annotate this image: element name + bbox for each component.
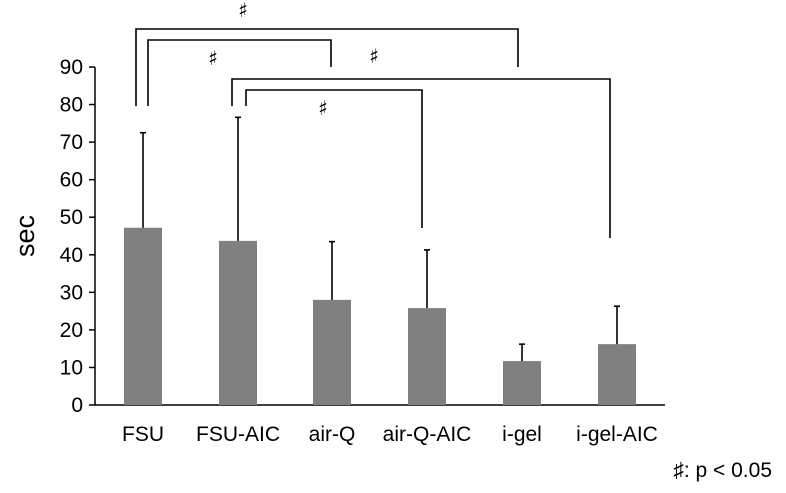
significance-marker: ♯ — [369, 44, 379, 68]
y-tick-label: 0 — [71, 394, 83, 417]
x-category-label: FSU — [122, 423, 164, 446]
y-tick-label: 10 — [60, 356, 83, 379]
y-tick-label: 80 — [60, 94, 83, 117]
y-tick-label: 40 — [60, 244, 83, 267]
axes: 0 10 20 30 40 50 60 70 80 90 — [60, 56, 665, 417]
x-category-label: i-gel-AIC — [576, 423, 658, 446]
significance-marker: ♯ — [238, 0, 248, 22]
bars: FSU FSU-AIC air-Q air-Q-AIC i-gel i-gel-AIC — [122, 116, 658, 446]
bar-i-gel-aic — [598, 344, 636, 405]
y-axis-label: sec — [10, 215, 40, 257]
x-category-label: air-Q — [309, 423, 356, 446]
bar-fsu-aic — [219, 240, 257, 405]
x-category-label: FSU-AIC — [196, 423, 280, 446]
y-tick-label: 50 — [60, 206, 83, 229]
x-category-label: air-Q-AIC — [383, 423, 472, 446]
bar-air-q-aic — [408, 308, 446, 405]
y-tick-label: 70 — [60, 131, 83, 154]
y-tick-label: 30 — [60, 281, 83, 304]
bar-fsu — [124, 227, 162, 405]
bar-i-gel — [503, 361, 541, 405]
significance-bracket — [245, 89, 423, 228]
bar-air-q — [313, 299, 351, 405]
significance-marker: ♯ — [208, 46, 218, 70]
y-tick-label: 60 — [60, 169, 83, 192]
y-tick-label: 20 — [60, 319, 83, 342]
significance-marker: ♯ — [318, 96, 328, 120]
significance-footnote: ♯: p < 0.05 — [673, 459, 772, 482]
x-category-label: i-gel — [502, 423, 542, 446]
y-tick-label: 90 — [60, 56, 83, 79]
significance-bracket — [231, 78, 611, 238]
significance-bracket — [147, 39, 332, 106]
significance-bracket — [135, 28, 519, 106]
significance-brackets: ♯ ♯ ♯ ♯ — [135, 0, 611, 238]
